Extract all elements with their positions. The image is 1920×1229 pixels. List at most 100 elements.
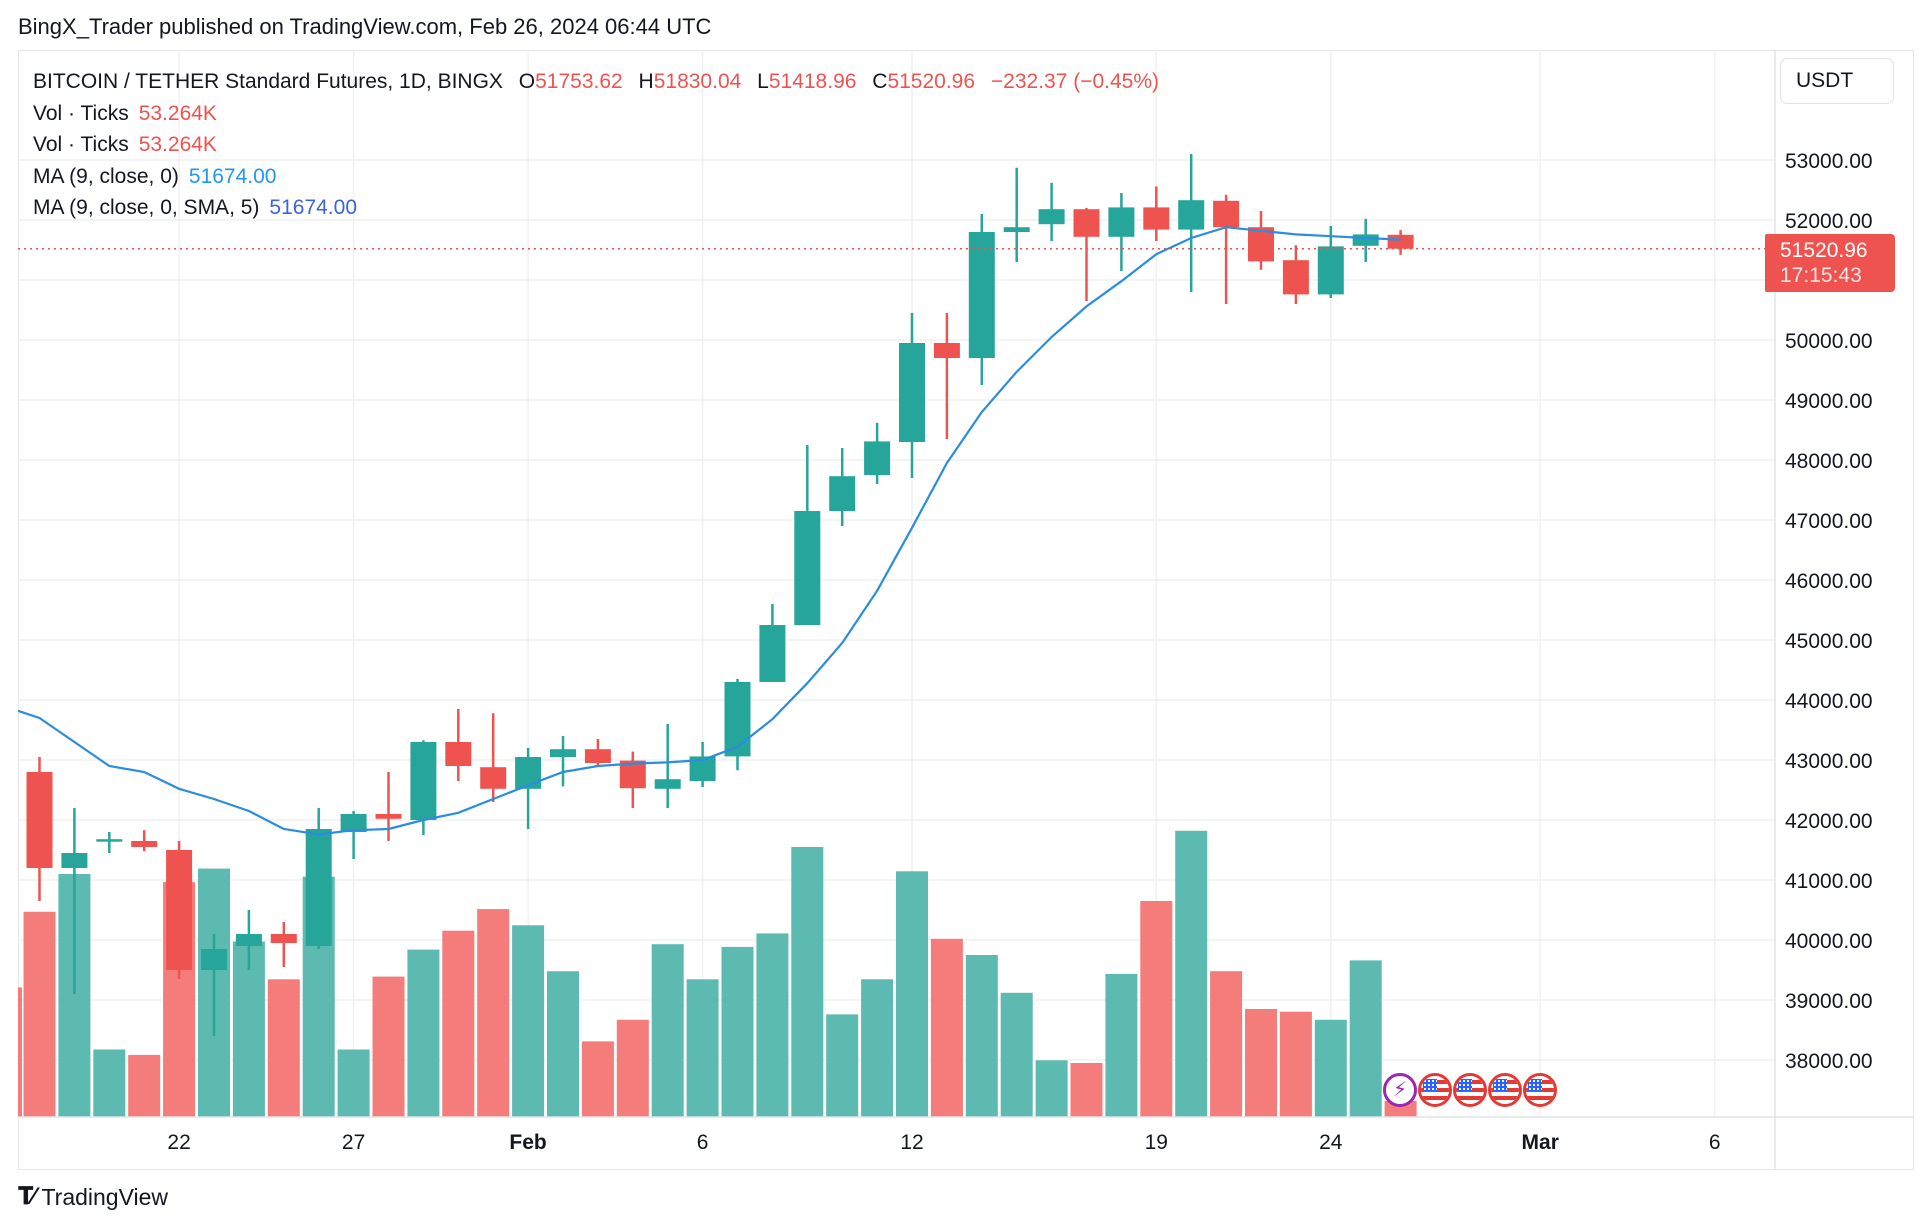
us-flag-event-icon[interactable] (1418, 1073, 1452, 1107)
candle[interactable] (654, 724, 681, 808)
close-label: C (872, 70, 888, 93)
candle-body (654, 779, 681, 789)
legend-ma-row-2[interactable]: MA (9, close, 0, SMA, 5) 51674.00 (33, 192, 1159, 224)
candle[interactable] (1038, 182, 1065, 241)
candle-body (584, 749, 611, 763)
candle[interactable] (1108, 193, 1135, 271)
us-flag-event-icon[interactable] (1488, 1073, 1522, 1107)
candle[interactable] (305, 808, 332, 949)
candle-body (270, 934, 297, 943)
candle[interactable] (166, 841, 193, 979)
candle[interactable] (26, 757, 53, 901)
lightning-event-icon[interactable]: ⚡︎ (1383, 1073, 1417, 1107)
price-axis-label: 43000.00 (1785, 750, 1873, 773)
candle[interactable] (375, 772, 402, 841)
candle[interactable] (235, 910, 262, 970)
candle[interactable] (550, 736, 576, 787)
candle[interactable] (515, 748, 542, 829)
us-flag-event-icon[interactable] (1453, 1073, 1487, 1107)
price-axis-label: 49000.00 (1785, 390, 1873, 413)
candle[interactable] (584, 739, 611, 766)
volume-bar (1279, 1011, 1312, 1117)
candle[interactable] (899, 313, 925, 478)
price-axis-label: 47000.00 (1785, 510, 1873, 533)
volume-bar (23, 911, 56, 1117)
candle[interactable] (96, 832, 123, 853)
price-axis-label: 41000.00 (1785, 870, 1873, 893)
candle[interactable] (829, 448, 856, 526)
candle-body (794, 511, 821, 625)
candle[interactable] (724, 679, 751, 771)
currency-button[interactable]: USDT (1780, 58, 1894, 104)
change-value: −232.37 (−0.45%) (990, 70, 1160, 93)
candle[interactable] (864, 422, 891, 484)
candle-body (410, 742, 437, 820)
volume-bar (651, 944, 684, 1117)
price-axis-label: 39000.00 (1785, 990, 1873, 1013)
volume-label: Vol · Ticks (33, 133, 129, 156)
last-price-value: 51520.96 (1780, 239, 1868, 262)
brand-name: TradingView (41, 1183, 169, 1210)
candle-body (1213, 200, 1240, 228)
candle[interactable] (445, 709, 472, 781)
economic-events: ⚡︎ (1383, 1073, 1557, 1107)
volume-bar (1175, 830, 1208, 1117)
time-axis-label: 24 (1319, 1131, 1343, 1154)
candle-body (1073, 209, 1100, 237)
candle[interactable] (270, 922, 297, 967)
volume-bar (93, 1049, 126, 1117)
price-axis-label: 52000.00 (1785, 210, 1873, 233)
candle[interactable] (1073, 208, 1100, 301)
candle[interactable] (1248, 211, 1274, 270)
legend-volume-row-2[interactable]: Vol · Ticks 53.264K (33, 129, 1159, 161)
candle[interactable] (1178, 154, 1205, 292)
volume-bar (337, 1049, 370, 1117)
candle[interactable] (968, 214, 995, 385)
price-axis-label: 48000.00 (1785, 450, 1873, 473)
time-axis-label: 22 (167, 1131, 190, 1154)
candle[interactable] (1282, 245, 1309, 304)
candle[interactable] (1317, 226, 1344, 298)
volume-bar (1245, 1009, 1277, 1117)
candle[interactable] (1387, 230, 1414, 255)
candle-body (1387, 234, 1414, 249)
candle-body (1282, 260, 1309, 295)
candle[interactable] (619, 751, 646, 808)
candle[interactable] (480, 713, 507, 802)
candle[interactable] (131, 830, 158, 852)
time-axis-label: 12 (900, 1131, 923, 1154)
symbol-title[interactable]: BITCOIN / TETHER Standard Futures, 1D, B… (33, 70, 503, 93)
candle-body (1038, 209, 1065, 225)
candle[interactable] (1213, 194, 1240, 304)
candle[interactable] (340, 811, 367, 859)
candle[interactable] (1003, 167, 1030, 262)
last-price-tag: 51520.96 17:15:43 (1765, 234, 1895, 292)
volume-bar (477, 909, 510, 1117)
volume-bar (407, 949, 440, 1117)
candle[interactable] (61, 808, 88, 994)
candle[interactable] (410, 740, 437, 835)
candle[interactable] (1143, 186, 1170, 241)
volume-bar (1314, 1019, 1347, 1117)
legend-ma-row-1[interactable]: MA (9, close, 0) 51674.00 (33, 161, 1159, 193)
legend-volume-row-1[interactable]: Vol · Ticks 53.264K (33, 98, 1159, 130)
volume-bar (232, 941, 265, 1117)
candle[interactable] (1352, 218, 1379, 262)
low-label: L (757, 70, 769, 93)
price-axis-label: 50000.00 (1785, 330, 1873, 353)
candle[interactable] (933, 313, 960, 439)
volume-bar (18, 987, 22, 1117)
candle[interactable] (759, 604, 786, 682)
us-flag-event-icon[interactable] (1523, 1073, 1557, 1107)
candle[interactable] (794, 445, 821, 625)
candle[interactable] (201, 934, 227, 1036)
candle-body (1317, 246, 1344, 295)
candle[interactable] (689, 742, 716, 787)
candle-body (61, 853, 88, 868)
volume-label: Vol · Ticks (33, 101, 129, 125)
price-axis-label: 44000.00 (1785, 690, 1873, 713)
candle-body (1352, 234, 1379, 246)
tradingview-brand[interactable]: 𝐓∕ TradingView (18, 1183, 168, 1211)
candle-body (375, 814, 402, 819)
